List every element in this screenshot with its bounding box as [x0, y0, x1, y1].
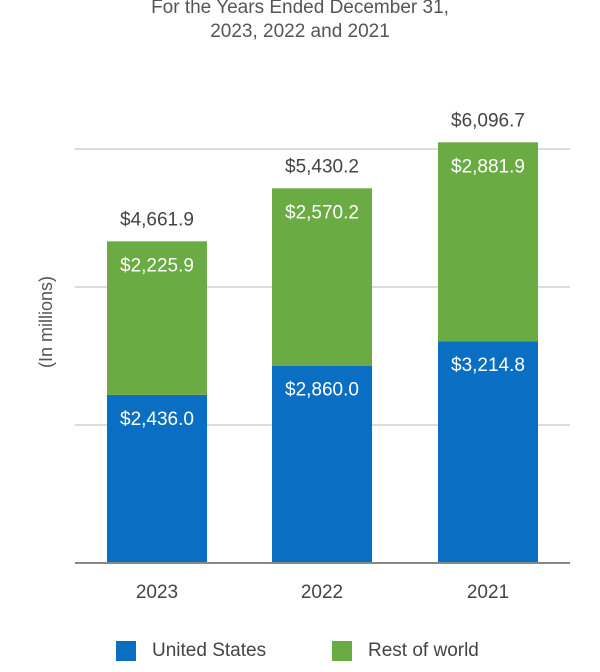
- x-tick-label-2022: 2022: [301, 582, 343, 603]
- bar-2021-united-states: [438, 341, 538, 563]
- legend-label-rest-of-world: Rest of world: [368, 640, 479, 661]
- bar-2023-rest-of-world: [107, 241, 207, 395]
- legend-item-rest-of-world: Rest of world: [332, 640, 479, 662]
- data-label-2022-rest-of-world: $2,570.2: [285, 202, 359, 223]
- total-label-2022: $5,430.2: [285, 156, 359, 177]
- chart-subtitle-line-2: 2023, 2022 and 2021: [210, 21, 390, 42]
- chart-subtitle-line-1: For the Years Ended December 31,: [151, 0, 449, 18]
- bar-2022-united-states: [272, 365, 372, 563]
- y-axis-label: (In millions): [36, 276, 56, 368]
- bar-2023-united-states: [107, 394, 207, 563]
- data-label-2023-united-states: $2,436.0: [120, 409, 194, 430]
- legend-item-united-states: United States: [116, 640, 266, 662]
- x-tick-label-2023: 2023: [136, 582, 178, 603]
- bar-2021-rest-of-world: [438, 142, 538, 342]
- legend-swatch-united-states: [116, 641, 136, 661]
- x-tick-label-2021: 2021: [467, 582, 509, 603]
- data-label-2021-united-states: $3,214.8: [451, 355, 525, 376]
- data-label-2021-rest-of-world: $2,881.9: [451, 156, 525, 177]
- legend-swatch-rest-of-world: [332, 641, 352, 661]
- chart-legend: United States Rest of world: [0, 640, 600, 666]
- data-label-2022-united-states: $2,860.0: [285, 380, 359, 401]
- legend-label-united-states: United States: [152, 640, 267, 661]
- bar-2022-rest-of-world: [272, 188, 372, 366]
- total-label-2021: $6,096.7: [451, 110, 525, 131]
- data-label-2023-rest-of-world: $2,225.9: [120, 255, 194, 276]
- total-label-2023: $4,661.9: [120, 209, 194, 230]
